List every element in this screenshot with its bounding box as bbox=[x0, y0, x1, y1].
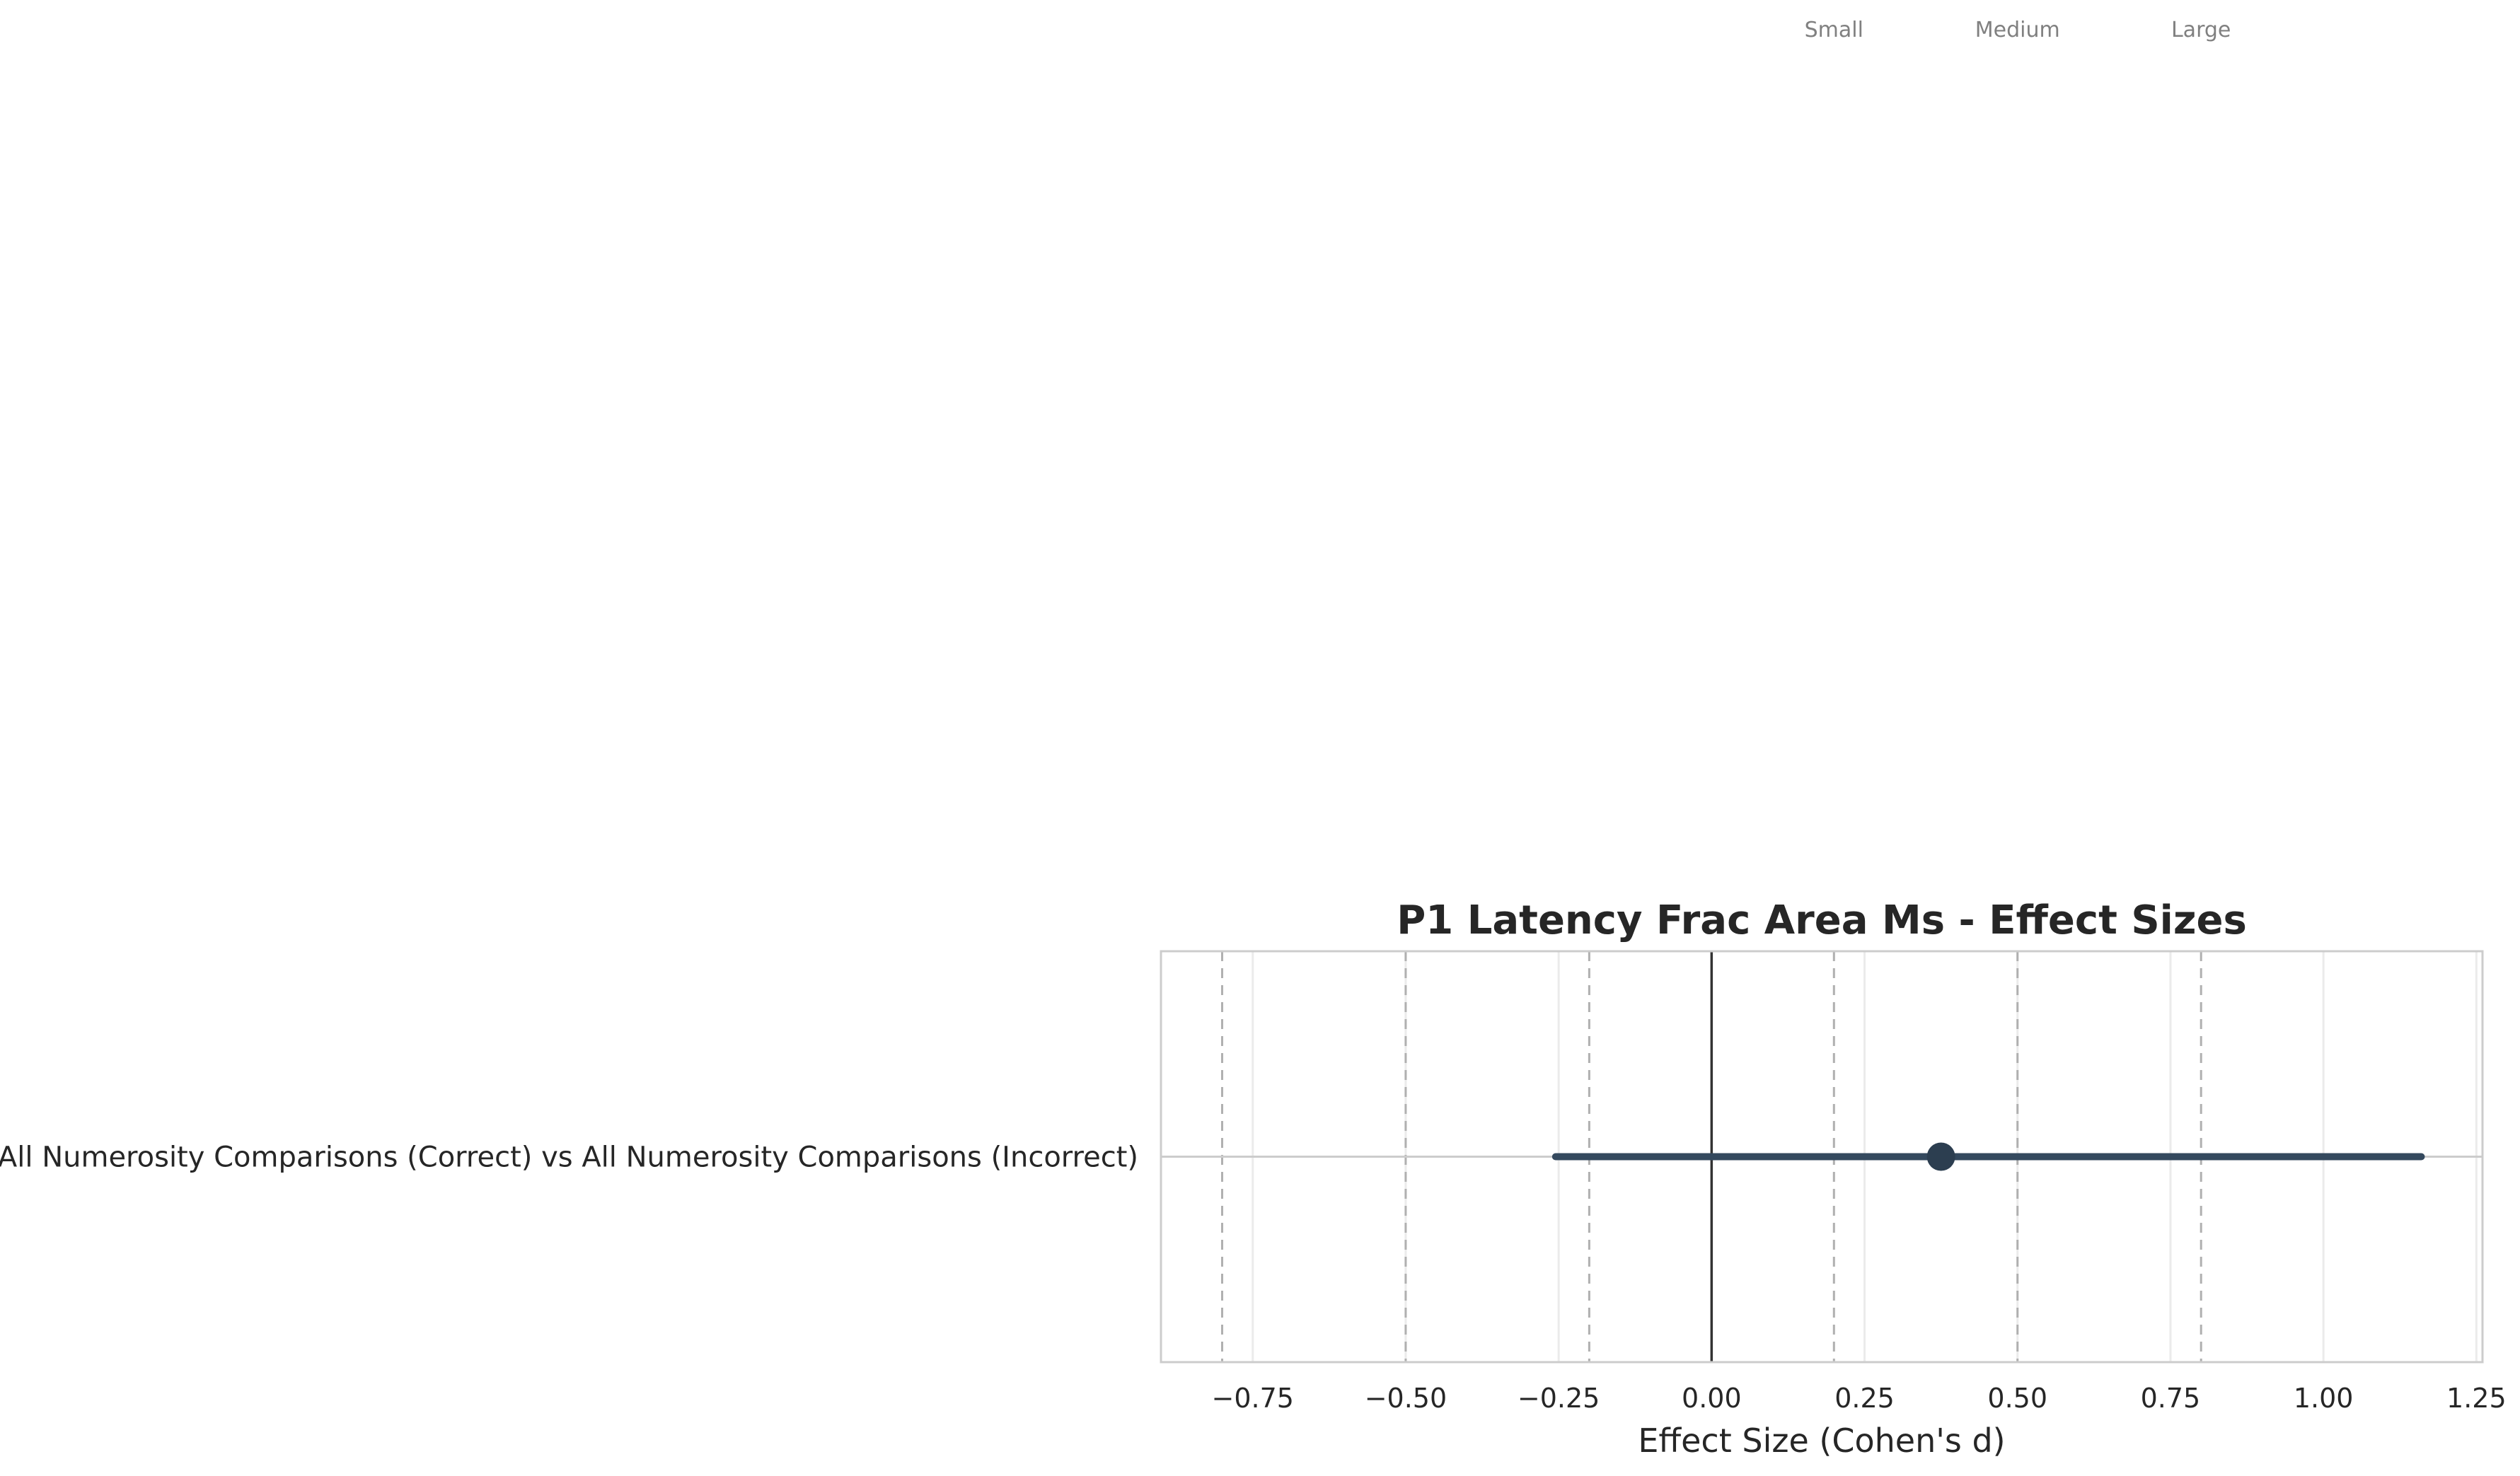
x-tick-label: 1.25 bbox=[2446, 1383, 2507, 1414]
x-tick-label: 0.75 bbox=[2141, 1383, 2201, 1414]
effect-size-point bbox=[1926, 1142, 1955, 1171]
threshold-label-medium: Medium bbox=[1975, 18, 2060, 42]
effect-size-marks bbox=[1551, 1142, 2425, 1171]
threshold-label-small: Small bbox=[1805, 18, 1863, 42]
threshold-labels: Small Medium Large bbox=[1805, 18, 2231, 42]
x-axis-label: Effect Size (Cohen's d) bbox=[1638, 1422, 2005, 1460]
x-tick-label: 0.00 bbox=[1682, 1383, 1742, 1414]
x-tick-label: −0.50 bbox=[1365, 1383, 1447, 1414]
x-tick-label: 1.00 bbox=[2294, 1383, 2354, 1414]
chart-title: P1 Latency Frac Area Ms - Effect Sizes bbox=[1397, 897, 2247, 943]
x-axis-ticks: −0.75 −0.50 −0.25 0.00 0.25 0.50 0.75 1.00 1.25 bbox=[1211, 1383, 2506, 1414]
x-tick-label: −0.25 bbox=[1518, 1383, 1600, 1414]
x-tick-label: 0.25 bbox=[1834, 1383, 1895, 1414]
row-label: All Numerosity Comparisons (Correct) vs … bbox=[0, 1141, 1138, 1174]
y-axis-labels: All Numerosity Comparisons (Correct) vs … bbox=[0, 1141, 1138, 1174]
x-tick-label: 0.50 bbox=[1987, 1383, 2047, 1414]
x-tick-label: −0.75 bbox=[1211, 1383, 1293, 1414]
plot-border bbox=[1160, 950, 2484, 1364]
threshold-label-large: Large bbox=[2171, 18, 2231, 42]
